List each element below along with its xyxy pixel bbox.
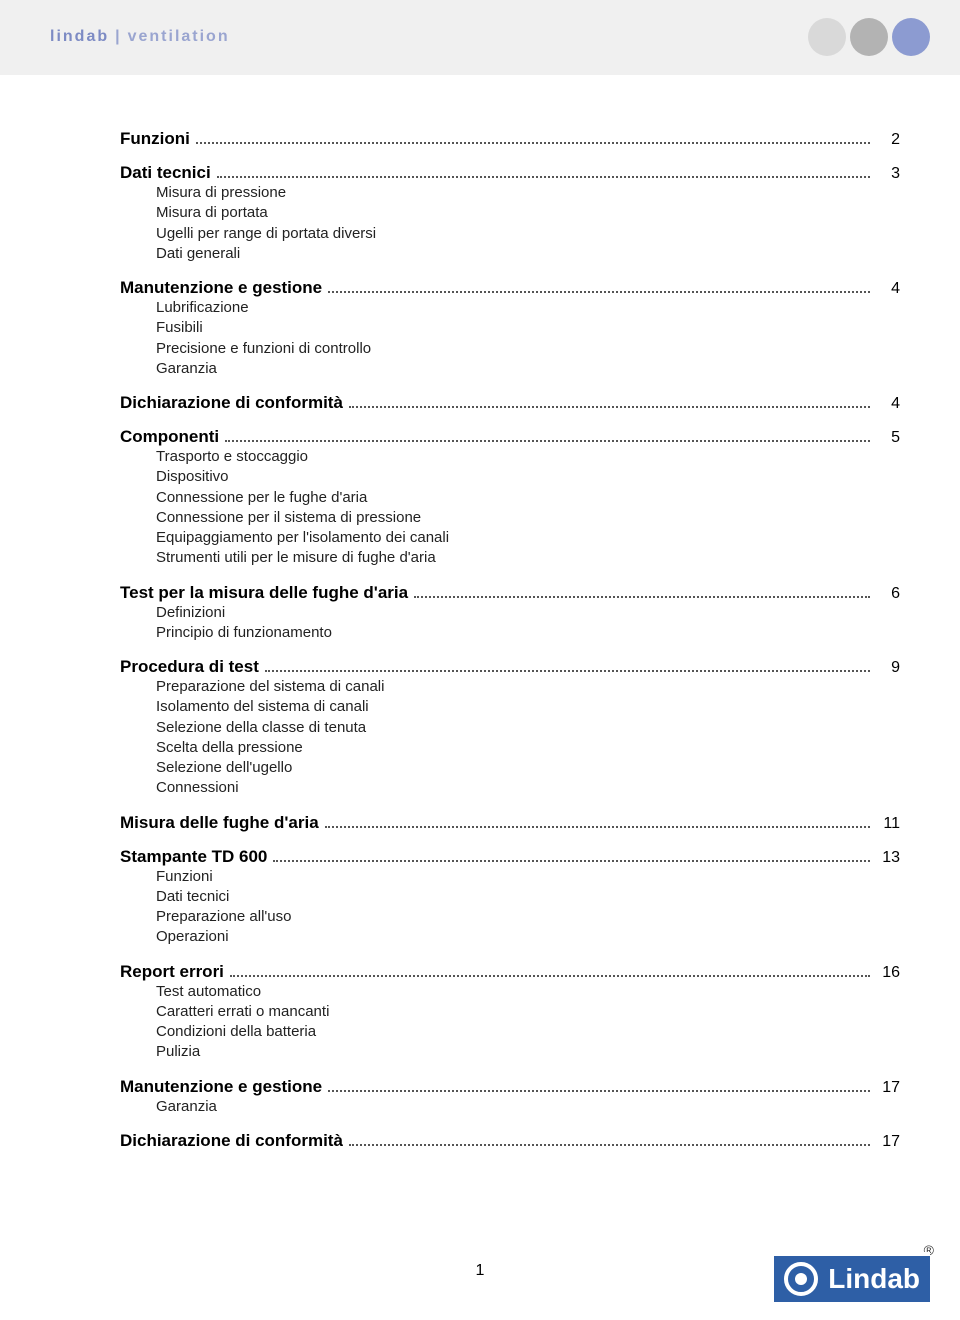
toc-title: Componenti <box>120 427 219 447</box>
toc-container: Funzioni 2 Dati tecnici 3Misura di pression… <box>0 75 960 1151</box>
toc-title: Test per la misura delle fughe d'aria <box>120 583 408 603</box>
circle-icon <box>850 18 888 56</box>
toc-entry: Stampante TD 600 13 <box>120 847 900 867</box>
toc-subitem: Condizioni della batteria <box>120 1022 900 1042</box>
toc-subitem: Dati generali <box>120 244 900 264</box>
toc-entry: Manutenzione e gestione 17 <box>120 1077 900 1097</box>
toc-subitem: Equipaggiamento per l'isolamento dei can… <box>120 528 900 548</box>
toc-title: Manutenzione e gestione <box>120 278 322 298</box>
brand-part1: lindab <box>50 28 109 45</box>
toc-page: 17 <box>876 1133 900 1151</box>
toc-dots <box>273 860 870 862</box>
toc-dots <box>196 142 870 144</box>
toc-title: Dichiarazione di conformità <box>120 393 343 413</box>
toc-entry: Componenti 5 <box>120 427 900 447</box>
toc-title: Stampante TD 600 <box>120 847 267 867</box>
toc-subitem: Preparazione all'uso <box>120 907 900 927</box>
toc-subitem: Principio di funzionamento <box>120 623 900 643</box>
toc-page: 3 <box>876 165 900 183</box>
toc-entry: Manutenzione e gestione 4 <box>120 278 900 298</box>
toc-entry: Test per la misura delle fughe d'aria 6 <box>120 583 900 603</box>
toc-dots <box>328 1090 870 1092</box>
toc-dots <box>325 826 870 828</box>
toc-entry: Funzioni 2 <box>120 129 900 149</box>
toc-dots <box>349 1144 870 1146</box>
toc-title: Report errori <box>120 962 224 982</box>
toc-title: Procedura di test <box>120 657 259 677</box>
logo-text: Lindab <box>828 1263 920 1295</box>
toc-subitem: Caratteri errati o mancanti <box>120 1002 900 1022</box>
toc-subitem: Misura di pressione <box>120 183 900 203</box>
toc-page: 16 <box>876 964 900 982</box>
page-header: lindab|ventilation <box>0 0 960 75</box>
toc-subitem: Definizioni <box>120 603 900 623</box>
toc-dots <box>414 596 870 598</box>
toc-subitem: Pulizia <box>120 1042 900 1062</box>
toc-entry: Procedura di test 9 <box>120 657 900 677</box>
toc-entry: Dichiarazione di conformità 17 <box>120 1131 900 1151</box>
toc-page: 5 <box>876 429 900 447</box>
toc-subitem: Dati tecnici <box>120 887 900 907</box>
toc-entry: Report errori 16 <box>120 962 900 982</box>
page-number: 1 <box>476 1262 485 1280</box>
toc-subitem: Dispositivo <box>120 467 900 487</box>
circle-icon <box>892 18 930 56</box>
toc-subitem: Preparazione del sistema di canali <box>120 677 900 697</box>
toc-page: 4 <box>876 280 900 298</box>
toc-title: Funzioni <box>120 129 190 149</box>
toc-subitem: Misura di portata <box>120 203 900 223</box>
brand-part2: ventilation <box>128 28 230 45</box>
toc-subitem: Test automatico <box>120 982 900 1002</box>
toc-dots <box>230 975 870 977</box>
circle-icon <box>808 18 846 56</box>
toc-subitem: Fusibili <box>120 318 900 338</box>
toc-title: Manutenzione e gestione <box>120 1077 322 1097</box>
toc-subitem: Funzioni <box>120 867 900 887</box>
toc-dots <box>265 670 870 672</box>
toc-subitem: Garanzia <box>120 1097 900 1117</box>
toc-subitem: Scelta della pressione <box>120 738 900 758</box>
toc-subitem: Garanzia <box>120 359 900 379</box>
toc-title: Dichiarazione di conformità <box>120 1131 343 1151</box>
toc-subitem: Lubrificazione <box>120 298 900 318</box>
toc-subitem: Selezione della classe di tenuta <box>120 718 900 738</box>
lindab-logo: Lindab <box>774 1252 930 1302</box>
toc-page: 4 <box>876 395 900 413</box>
brand-pipe: | <box>109 28 127 45</box>
logo-disc-icon <box>784 1262 818 1296</box>
toc-page: 9 <box>876 659 900 677</box>
toc-title: Dati tecnici <box>120 163 211 183</box>
toc-page: 11 <box>876 815 900 833</box>
toc-entry: Dichiarazione di conformità 4 <box>120 393 900 413</box>
toc-subitem: Selezione dell'ugello <box>120 758 900 778</box>
toc-subitem: Trasporto e stoccaggio <box>120 447 900 467</box>
toc-entry: Misura delle fughe d'aria 11 <box>120 813 900 833</box>
toc-dots <box>225 440 870 442</box>
toc-dots <box>328 291 870 293</box>
toc-page: 13 <box>876 849 900 867</box>
toc-dots <box>349 406 870 408</box>
toc-subitem: Operazioni <box>120 927 900 947</box>
toc-subitem: Isolamento del sistema di canali <box>120 697 900 717</box>
toc-subitem: Connessioni <box>120 778 900 798</box>
toc-subitem: Ugelli per range di portata diversi <box>120 224 900 244</box>
decorative-circles <box>808 18 930 56</box>
toc-page: 2 <box>876 131 900 149</box>
toc-title: Misura delle fughe d'aria <box>120 813 319 833</box>
toc-entry: Dati tecnici 3 <box>120 163 900 183</box>
brand-text: lindab|ventilation <box>50 28 230 46</box>
toc-page: 6 <box>876 585 900 603</box>
toc-subitem: Strumenti utili per le misure di fughe d… <box>120 548 900 568</box>
toc-subitem: Connessione per il sistema di pressione <box>120 508 900 528</box>
toc-page: 17 <box>876 1079 900 1097</box>
toc-subitem: Connessione per le fughe d'aria <box>120 488 900 508</box>
toc-dots <box>217 176 870 178</box>
toc-subitem: Precisione e funzioni di controllo <box>120 339 900 359</box>
